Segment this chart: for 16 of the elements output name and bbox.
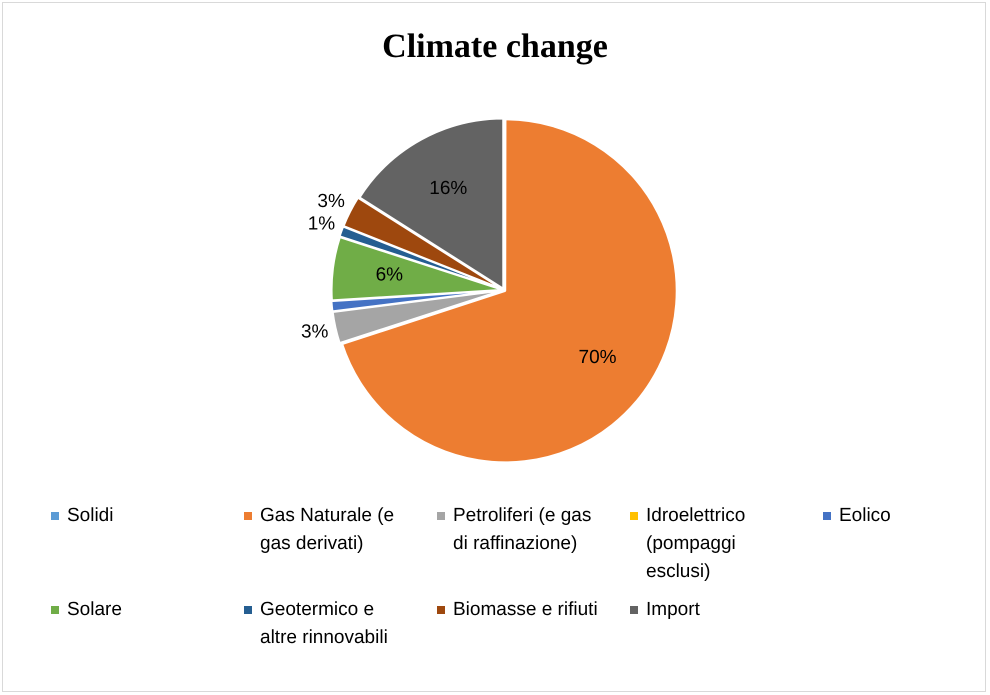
legend-label: Import: [646, 598, 701, 622]
legend-label: Geotermico e altre rinnovabili: [260, 598, 389, 650]
legend-label: Petroliferi (e gas di raffinazione): [453, 504, 592, 556]
legend-label: Solidi: [67, 504, 114, 528]
legend-label: Biomasse e rifiuti: [453, 598, 599, 622]
legend-label: Idroelettrico (pompaggi esclusi): [646, 504, 746, 584]
legend-label: Solare: [67, 598, 123, 622]
data-label: 3%: [300, 322, 329, 343]
data-label: 1%: [308, 214, 336, 235]
legend-label: Gas Naturale (e gas derivati): [260, 504, 396, 556]
data-label: 70%: [578, 347, 617, 368]
data-label: 6%: [376, 264, 404, 286]
chart-title: Climate change: [381, 28, 609, 66]
data-label: 3%: [317, 191, 345, 212]
legend-label: Eolico: [839, 504, 892, 528]
data-label: 16%: [429, 178, 468, 199]
